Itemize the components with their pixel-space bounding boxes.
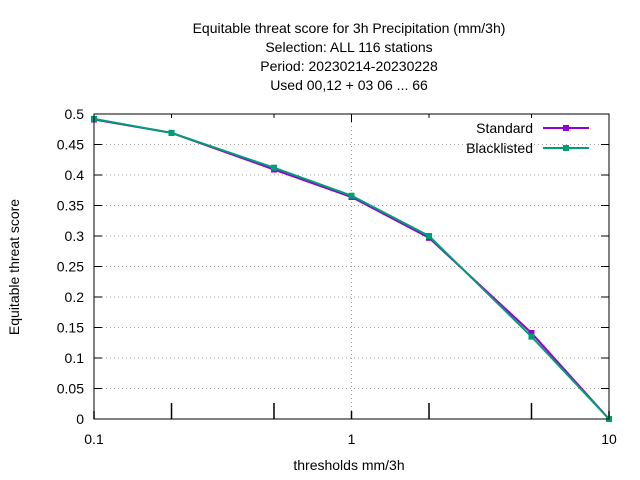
x-tick-label: 1 xyxy=(348,431,356,447)
y-tick-label: 0.3 xyxy=(65,228,85,244)
title-line-4: Used 00,12 + 03 06 ... 66 xyxy=(270,77,428,93)
legend-marker xyxy=(563,125,569,131)
y-tick-label: 0 xyxy=(76,411,84,427)
data-point xyxy=(348,192,355,199)
data-point xyxy=(270,164,277,171)
chart-title: Equitable threat score for 3h Precipitat… xyxy=(193,20,506,93)
data-point xyxy=(426,233,433,239)
axis-ticks: 0 0.05 0.1 0.15 0.2 0.25 0.3 0.35 0.4 0.45 0.5 0.1 1… xyxy=(57,106,617,447)
grid xyxy=(94,114,609,419)
y-tick-label: 0.35 xyxy=(57,198,84,214)
data-point xyxy=(168,129,175,136)
y-tick-label: 0.1 xyxy=(65,350,85,366)
title-line-1: Equitable threat score for 3h Precipitat… xyxy=(193,20,506,36)
y-tick-label: 0.05 xyxy=(57,381,84,397)
y-tick-label: 0.25 xyxy=(57,259,84,275)
plot-border xyxy=(93,113,610,420)
y-tick-label: 0.5 xyxy=(65,106,85,122)
x-tick-label: 10 xyxy=(601,431,617,447)
legend: Standard Blacklisted xyxy=(466,120,589,156)
legend-marker xyxy=(563,145,569,151)
series-line-1 xyxy=(93,117,610,420)
x-tick-label: 0.1 xyxy=(84,431,104,447)
legend-label: Blacklisted xyxy=(466,140,533,156)
x-axis-label: thresholds mm/3h xyxy=(293,457,404,473)
title-line-3: Period: 20230214-20230228 xyxy=(260,58,438,74)
series-group xyxy=(91,115,612,422)
y-axis-label: Equitable threat score xyxy=(6,199,22,335)
data-point xyxy=(528,333,535,340)
y-tick-label: 0.45 xyxy=(57,137,84,153)
title-line-2: Selection: ALL 116 stations xyxy=(265,39,432,55)
legend-label: Standard xyxy=(476,120,533,136)
data-point xyxy=(528,329,535,336)
y-tick-label: 0.15 xyxy=(57,320,84,336)
y-tick-label: 0.2 xyxy=(65,289,85,305)
y-tick-label: 0.4 xyxy=(65,167,85,183)
